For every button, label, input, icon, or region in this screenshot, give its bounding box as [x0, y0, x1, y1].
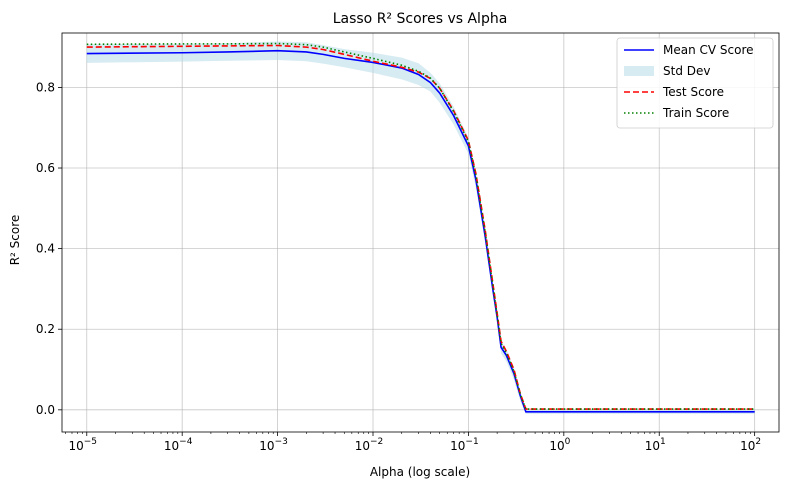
y-tick-label: 0.8 — [36, 80, 55, 94]
x-axis-ticks: 10−5 10−4 10−3 10−2 10−1 100 101 102 — [68, 432, 761, 453]
x-axis-label: Alpha (log scale) — [370, 465, 470, 479]
y-tick-label: 0.2 — [36, 322, 55, 336]
x-tick-label: 10−3 — [259, 437, 288, 453]
plot-frame — [61, 32, 780, 433]
x-tick-label: 102 — [740, 437, 761, 453]
y-axis-label: R² Score — [8, 215, 22, 266]
test-score-legend-label: Test Score — [662, 85, 724, 99]
train-score-line — [86, 42, 755, 410]
x-tick-label: 10−1 — [450, 437, 479, 453]
x-axis-minor-ticks — [65, 432, 751, 434]
x-tick-label: 101 — [645, 437, 666, 453]
mean-cv-score-legend-label: Mean CV Score — [663, 43, 754, 57]
y-tick-label: 0.4 — [36, 242, 55, 256]
test-score-line — [86, 44, 755, 410]
train-score-legend-label: Train Score — [662, 106, 729, 120]
legend: Mean CV Score Std Dev Test Score Train Scor… — [616, 37, 774, 129]
series-lines-layer — [86, 42, 755, 413]
x-tick-label: 10−4 — [164, 437, 193, 453]
std-dev-legend-swatch — [624, 66, 654, 76]
x-tick-label: 100 — [549, 437, 570, 453]
x-tick-label: 10−5 — [68, 437, 97, 453]
std-dev-legend-label: Std Dev — [663, 64, 710, 78]
x-tick-label: 10−2 — [355, 437, 384, 453]
y-tick-label: 0.0 — [36, 403, 55, 417]
legend-box — [616, 37, 774, 129]
mean-cv-score-line — [86, 49, 755, 413]
chart-title: Lasso R² Scores vs Alpha — [333, 11, 508, 27]
y-tick-label: 0.6 — [36, 161, 55, 175]
y-axis-ticks: 0.0 0.2 0.4 0.6 0.8 — [36, 80, 62, 417]
